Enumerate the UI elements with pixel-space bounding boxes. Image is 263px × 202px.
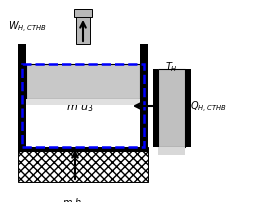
Bar [185,70,191,147]
Text: $W_{H,CTHB}$: $W_{H,CTHB}$ [8,20,47,35]
Bar [18,45,26,147]
Bar [140,45,148,147]
Bar [18,147,148,182]
Bar [18,147,148,152]
Text: $Q_{H,CTHB}$: $Q_{H,CTHB}$ [190,99,227,114]
Bar [26,100,140,105]
Bar [26,65,140,100]
Bar [74,10,92,18]
Bar [158,70,185,147]
Bar [76,10,90,45]
Text: $m\ h_{H}$: $m\ h_{H}$ [62,195,88,202]
Bar [158,147,185,155]
Bar [22,65,144,147]
Text: $T_{H}$: $T_{H}$ [165,60,178,74]
Text: $m\ u_{3}$: $m\ u_{3}$ [66,102,94,113]
Bar [153,70,158,147]
